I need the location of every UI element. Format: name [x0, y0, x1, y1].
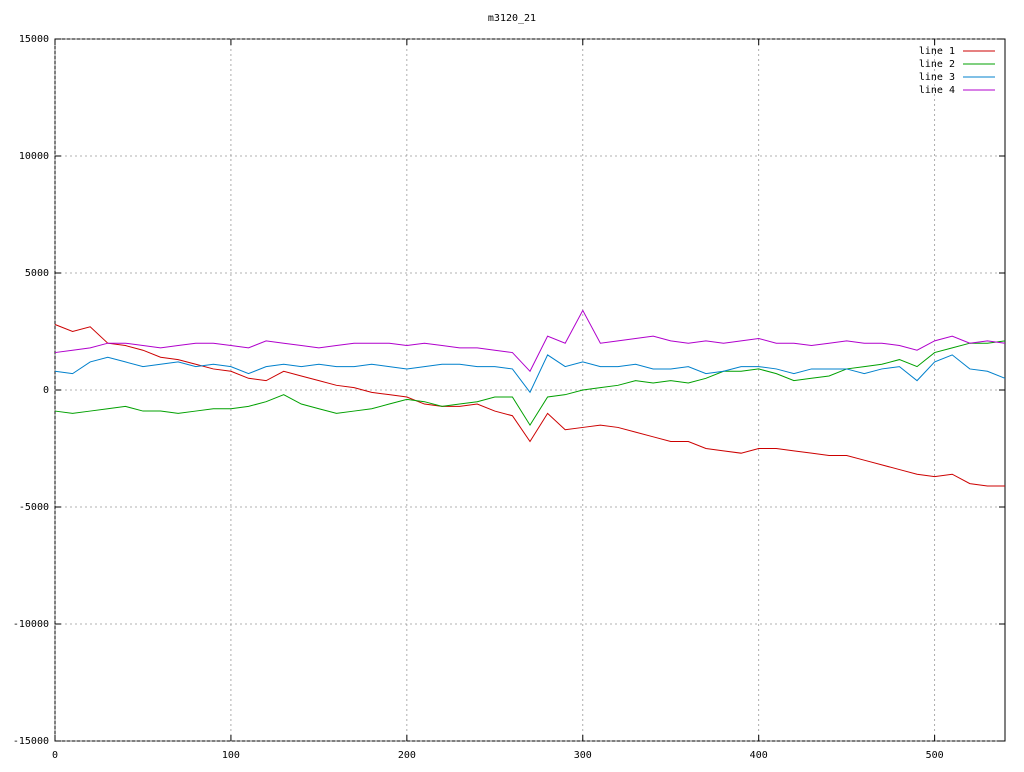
- legend-label: line 3: [919, 72, 955, 83]
- x-tick-label: 500: [926, 750, 944, 761]
- x-tick-label: 100: [222, 750, 240, 761]
- y-tick-label: 15000: [19, 34, 49, 45]
- data-line: [54, 340, 1006, 427]
- legend-label: line 4: [919, 85, 955, 96]
- y-tick-label: 5000: [25, 268, 49, 279]
- legend-label: line 1: [919, 46, 955, 57]
- legend-label: line 2: [919, 59, 955, 70]
- y-tick-label: -5000: [19, 502, 49, 513]
- x-tick-label: 0: [52, 750, 58, 761]
- data-line: [54, 309, 1006, 373]
- data-line: [54, 354, 1006, 394]
- y-tick-label: 10000: [19, 151, 49, 162]
- y-tick-label: -10000: [13, 619, 49, 630]
- y-tick-label: 0: [43, 385, 49, 396]
- data-line: [54, 324, 1005, 487]
- y-tick-label: -15000: [13, 736, 49, 747]
- x-tick-label: 200: [398, 750, 416, 761]
- x-tick-label: 300: [574, 750, 592, 761]
- x-tick-label: 400: [750, 750, 768, 761]
- chart-title: m3120_21: [488, 13, 536, 24]
